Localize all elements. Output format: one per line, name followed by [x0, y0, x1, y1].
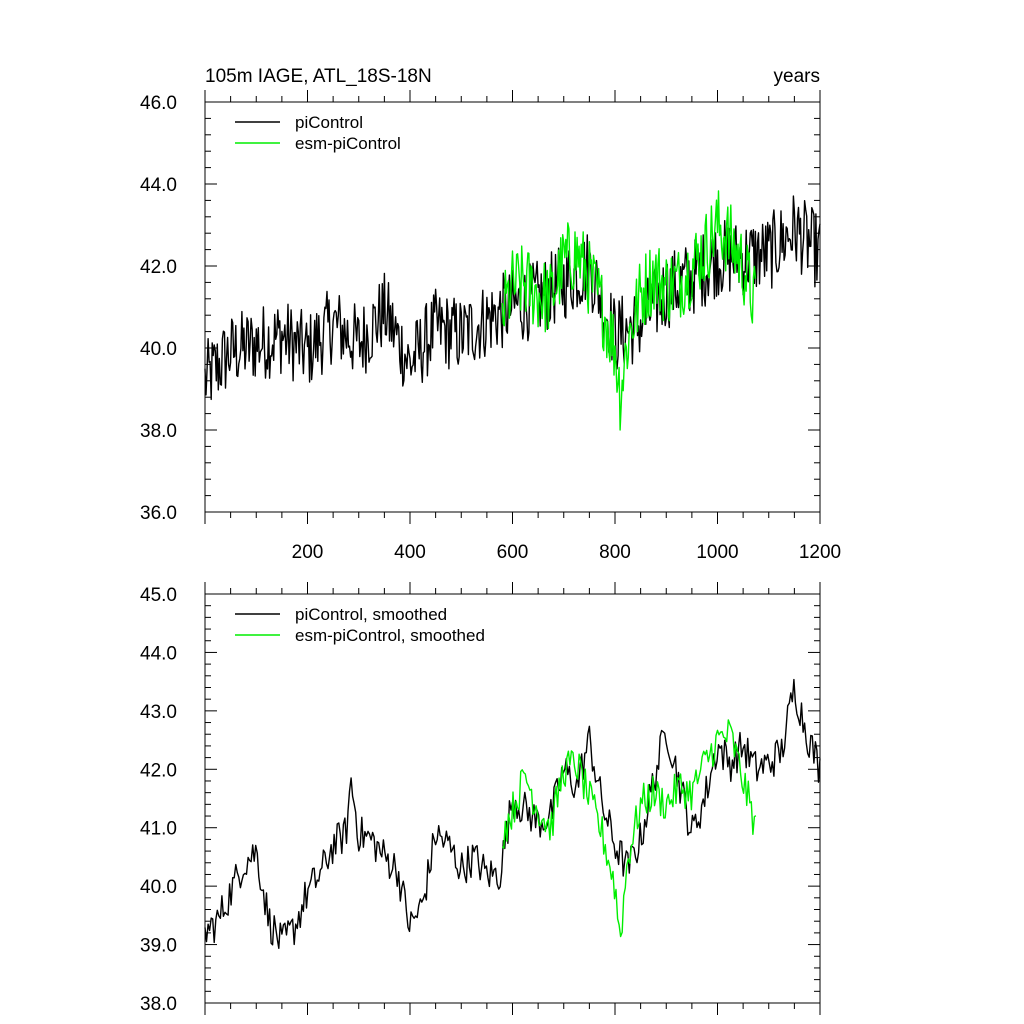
x-tick-label: 800: [599, 542, 631, 563]
plot-frame: [204, 101, 821, 513]
y-tick-label: 38.0: [140, 421, 177, 442]
y-tick-label: 42.0: [140, 760, 177, 781]
y-tick-label: 40.0: [140, 339, 177, 360]
chart-title-right: years: [774, 66, 820, 87]
y-tick-label: 39.0: [140, 936, 177, 957]
y-tick-label: 44.0: [140, 643, 177, 664]
y-tick-label: 40.0: [140, 877, 177, 898]
y-tick-label: 46.0: [140, 93, 177, 114]
y-tick-label: 36.0: [140, 503, 177, 524]
chart-title: 105m IAGE, ATL_18S-18N: [205, 66, 432, 87]
legend-label: piControl: [295, 113, 363, 132]
x-tick-label: 200: [292, 542, 324, 563]
y-tick-label: 45.0: [140, 585, 177, 606]
chart-panel-1: 36.0 38.0 40.0 42.0 44.0 46.0 200 400 600 800 1000…: [140, 66, 841, 563]
series-line-2: [501, 719, 757, 938]
x-tick-label: 1000: [696, 542, 738, 563]
series-line-2: [501, 190, 757, 431]
y-tick-label: 42.0: [140, 257, 177, 278]
y-tick-label: 38.0: [140, 994, 177, 1015]
legend-label: esm-piControl: [295, 134, 401, 153]
x-tick-label: 1200: [799, 542, 841, 563]
legend-label: esm-piControl, smoothed: [295, 626, 485, 645]
x-tick-label: 400: [394, 542, 426, 563]
x-tick-label: 600: [497, 542, 529, 563]
y-tick-label: 43.0: [140, 702, 177, 723]
chart-panel-2: 38.0 39.0 40.0 41.0 42.0 43.0 44.0 45.0 piContro…: [140, 582, 821, 1015]
legend-label: piControl, smoothed: [295, 605, 447, 624]
y-tick-label: 41.0: [140, 819, 177, 840]
series-line-1: [204, 195, 821, 401]
y-tick-label: 44.0: [140, 175, 177, 196]
